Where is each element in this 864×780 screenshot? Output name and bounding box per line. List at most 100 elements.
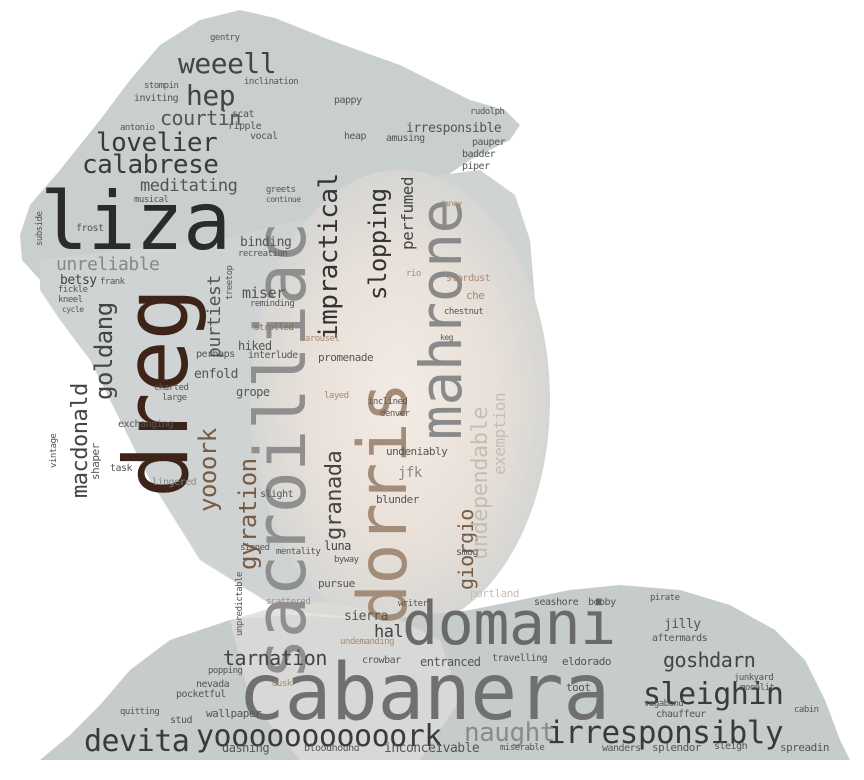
word-toot: toot bbox=[566, 681, 591, 694]
word-grope: grope bbox=[236, 385, 270, 399]
word-large: large bbox=[162, 393, 187, 403]
word-courtin: courtin bbox=[160, 106, 241, 130]
word-devita: devita bbox=[84, 724, 190, 759]
word-enfold: enfold bbox=[194, 367, 238, 382]
word-pauper: pauper bbox=[472, 137, 506, 148]
word-splendor: splendor bbox=[652, 741, 701, 754]
word-junkyard: junkyard bbox=[734, 673, 774, 683]
word-charted: charted bbox=[154, 383, 189, 393]
word-blunder: blunder bbox=[376, 493, 419, 506]
word-nevada: nevada bbox=[196, 679, 230, 690]
word-cycle: cycle bbox=[62, 305, 84, 314]
word-aftermards: aftermards bbox=[652, 633, 708, 644]
word-wanders: wanders bbox=[602, 743, 641, 754]
word-weeell: weeell bbox=[178, 47, 277, 80]
word-gyration: gyration bbox=[234, 458, 262, 570]
word-recreation: recreation bbox=[238, 249, 288, 259]
word-undependable: undependable bbox=[468, 407, 493, 560]
word-hep: hep bbox=[186, 79, 236, 112]
word-travelling: travelling bbox=[492, 653, 548, 664]
word-miser: miser bbox=[242, 284, 285, 302]
word-bloodhound: bloodhound bbox=[304, 743, 360, 754]
word-keg: keg bbox=[440, 333, 453, 342]
word-cabanera: cabanera bbox=[238, 648, 610, 738]
word-hiked: hiked bbox=[238, 339, 272, 353]
word-che: che bbox=[466, 289, 485, 302]
word-exemption: exemption bbox=[490, 392, 509, 475]
word-unreliable: unreliable bbox=[56, 254, 160, 275]
word-scat: scat bbox=[232, 109, 255, 120]
word-jfk: jfk bbox=[398, 465, 422, 481]
word-exchanging: exchanging bbox=[118, 419, 174, 430]
word-task: task bbox=[110, 463, 133, 474]
word-entranced: entranced bbox=[420, 655, 481, 669]
word-sleigh: sleigh bbox=[714, 741, 748, 752]
word-hal: hal bbox=[374, 622, 404, 642]
word-smog: smog bbox=[456, 547, 479, 558]
word-shaper: shaper bbox=[89, 443, 102, 480]
word-rudolph: rudolph bbox=[470, 107, 505, 117]
word-binding: binding bbox=[240, 235, 292, 250]
word-undeniably: undeniably bbox=[386, 445, 448, 458]
word-lingered: lingered bbox=[152, 477, 197, 488]
word-dashing: dashing bbox=[222, 741, 270, 755]
word-vintage: vintage bbox=[49, 433, 59, 468]
word-pocketful: pocketful bbox=[176, 689, 226, 700]
word-slight: slight bbox=[260, 489, 294, 500]
word-danny: danny bbox=[440, 199, 462, 208]
word-greets: greets bbox=[266, 185, 296, 195]
word-spreadin: spreadin bbox=[780, 741, 829, 754]
word-promenade: promenade bbox=[318, 351, 374, 364]
word-byway: byway bbox=[334, 555, 359, 565]
word-popping: popping bbox=[208, 666, 243, 676]
word-perfumed: perfumed bbox=[398, 176, 417, 250]
word-miserable: miserable bbox=[500, 743, 545, 753]
word-pirate: pirate bbox=[650, 593, 680, 603]
word-vagabond: vagabond bbox=[644, 699, 684, 709]
word-meditating: meditating bbox=[140, 176, 238, 196]
word-denver: denver bbox=[380, 409, 410, 419]
word-reminding: reminding bbox=[250, 299, 295, 309]
word-fickle: fickle bbox=[58, 285, 88, 295]
word-carousel: carousel bbox=[300, 334, 340, 344]
word-sinned: sinned bbox=[240, 543, 270, 553]
word-lovelier: lovelier bbox=[96, 128, 218, 158]
word-seashore: seashore bbox=[534, 597, 579, 608]
word-frank: frank bbox=[100, 277, 125, 287]
word-amusing: amusing bbox=[386, 133, 425, 144]
word-tarnation: tarnation bbox=[223, 646, 327, 670]
word-moonlit: moonlit bbox=[740, 683, 775, 693]
word-heap: heap bbox=[344, 131, 367, 142]
word-betsy: betsy bbox=[60, 273, 97, 288]
word-liza: liza bbox=[40, 175, 231, 268]
word-stardust: stardust bbox=[446, 273, 491, 284]
word-musical: musical bbox=[134, 195, 169, 205]
word-irresponsible: irresponsible bbox=[406, 121, 502, 136]
word-vocal: vocal bbox=[250, 131, 278, 142]
word-strolled: strolled bbox=[254, 323, 294, 333]
word-treetop: treetop bbox=[225, 265, 235, 300]
word-macdonald: macdonald bbox=[68, 383, 93, 498]
word-inviting: inviting bbox=[134, 93, 179, 104]
word-luna: luna bbox=[324, 539, 351, 553]
word-booby: booby bbox=[588, 597, 616, 608]
word-impractical: impractical bbox=[314, 173, 344, 340]
word-mentality: mentality bbox=[276, 547, 321, 557]
word-continue: continue bbox=[266, 195, 301, 204]
word-eldorado: eldorado bbox=[562, 655, 611, 668]
word-layed: layed bbox=[324, 391, 349, 401]
word-ripple: ripple bbox=[228, 121, 262, 132]
face-highlight bbox=[250, 170, 550, 630]
word-scattered: scattered bbox=[266, 597, 311, 607]
word-goldang: goldang bbox=[90, 302, 118, 400]
word-pappy: pappy bbox=[334, 95, 362, 106]
word-calabrese: calabrese bbox=[82, 150, 219, 180]
word-frost: frost bbox=[76, 223, 104, 234]
word-unpredictable: unpredictable bbox=[235, 572, 245, 636]
word-badder: badder bbox=[462, 149, 496, 160]
word-dusk: dusk bbox=[272, 679, 292, 689]
word-purtiest: purtiest bbox=[204, 275, 225, 358]
word-inclined: inclined bbox=[368, 397, 408, 407]
